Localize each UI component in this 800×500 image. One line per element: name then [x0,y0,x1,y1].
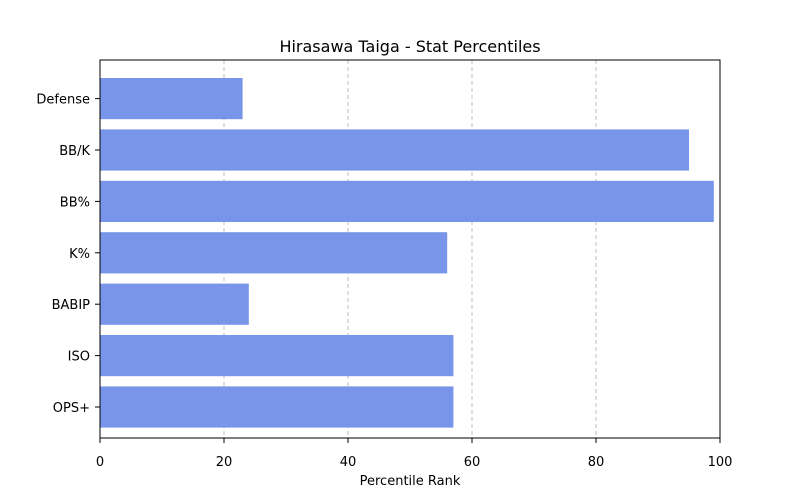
y-tick-label: BB% [60,195,90,210]
y-tick-label: BB/K [59,144,90,159]
y-tick-label: Defense [36,93,90,108]
x-tick-label: 0 [96,455,104,470]
y-tick-label: BABIP [52,298,91,313]
plot-frame [99,59,721,439]
bar-defense [100,78,243,120]
bars-group [100,78,714,428]
bar-iso [100,335,454,377]
x-tick-label: 40 [340,455,357,470]
y-axis-ticks: OPS+ ISO BABIP K% BB% BB/K Defense [36,93,100,416]
y-tick-label: K% [69,247,90,262]
x-tick-label: 20 [216,455,233,470]
bar-babip [100,283,249,325]
bar-bb-k [100,129,689,171]
bar-k- [100,232,448,274]
y-tick-label: ISO [68,350,90,365]
bar-bb- [100,180,714,222]
bar-ops- [100,386,454,428]
x-tick-label: 60 [464,455,481,470]
x-tick-label: 100 [708,455,733,470]
x-tick-label: 80 [588,455,605,470]
x-axis-ticks: 0 20 40 60 80 100 [96,438,733,470]
chart-title: Hirasawa Taiga - Stat Percentiles [279,37,540,56]
x-axis-label: Percentile Rank [360,474,461,489]
y-tick-label: OPS+ [53,401,90,416]
